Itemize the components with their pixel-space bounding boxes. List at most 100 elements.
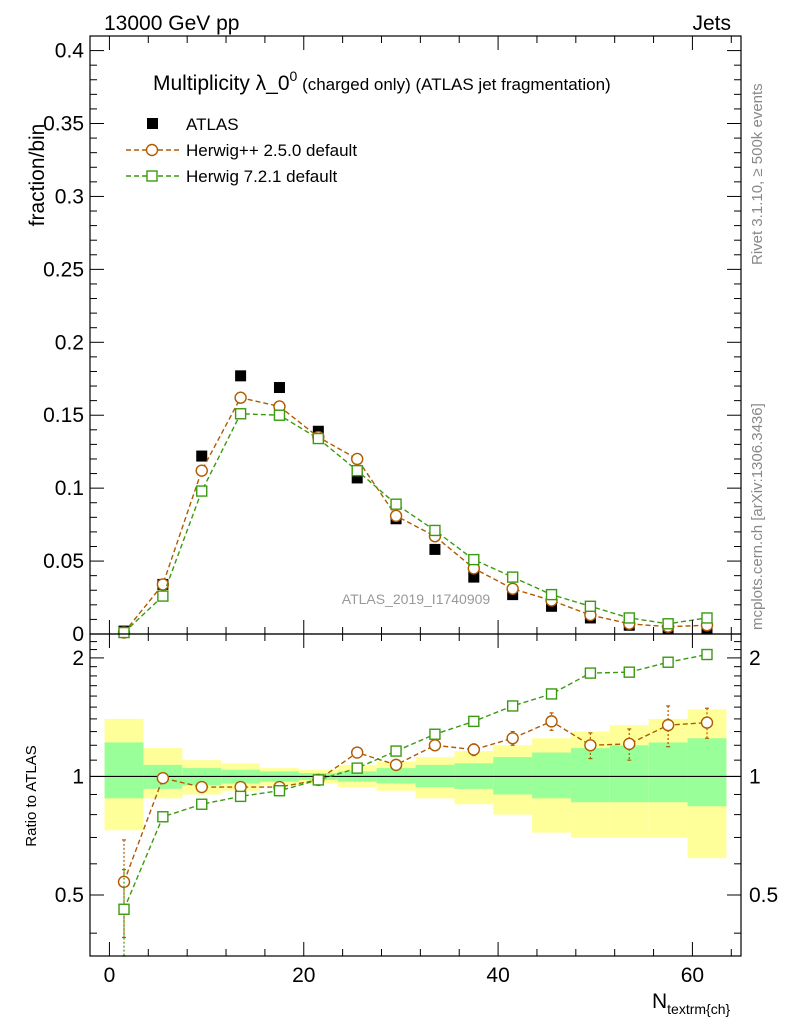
y-tick-label: 0.05 bbox=[43, 550, 84, 573]
legend-herwigpp-label: Herwig++ 2.5.0 default bbox=[186, 141, 357, 160]
ratio-herwigpp-point bbox=[584, 739, 597, 752]
ratio-series-line-1 bbox=[123, 653, 708, 910]
ratio-panel: 0 20 40 60 0.5 0.5 1 1 2 2 Ratio to ATLAS bbox=[23, 633, 778, 987]
ratio-herwigpp-point bbox=[195, 780, 208, 794]
ratio-green-band bbox=[376, 768, 416, 784]
analysis-watermark: ATLAS_2019_I1740909 bbox=[342, 591, 491, 607]
ratio-herwig7-point bbox=[701, 648, 713, 661]
y-tick-label: 0.35 bbox=[43, 113, 84, 136]
ratio-herwig7-point bbox=[390, 745, 402, 757]
legend-atlas-label: ATLAS bbox=[186, 115, 239, 134]
herwigpp-data-point bbox=[234, 391, 247, 404]
ratio-y-tick-label: 2 bbox=[72, 647, 84, 670]
ratio-series-line-0 bbox=[123, 720, 708, 883]
ratio-herwigpp-point bbox=[156, 771, 170, 785]
ratio-green-band bbox=[532, 752, 571, 799]
herwig7-data-point bbox=[390, 498, 402, 510]
herwig7-data-point bbox=[312, 432, 325, 445]
title-superscript: 0 bbox=[290, 68, 298, 84]
atlas-data-point bbox=[235, 370, 247, 382]
x-tick-label: 20 bbox=[292, 964, 315, 987]
main-series-line-2 bbox=[123, 413, 708, 634]
atlas-data-point bbox=[468, 571, 480, 583]
ratio-herwig7-point bbox=[468, 715, 480, 728]
atlas-data-point bbox=[273, 382, 285, 394]
ratio-herwigpp-point bbox=[389, 758, 403, 772]
herwig7-data-point bbox=[623, 612, 635, 624]
ratio-herwig7-point bbox=[196, 798, 208, 810]
ratio-green-band bbox=[570, 748, 610, 803]
ratio-herwig7-point bbox=[545, 688, 558, 700]
herwigpp-data-point bbox=[351, 452, 364, 466]
atlas-data-point bbox=[351, 472, 363, 484]
ratio-herwig7-point bbox=[429, 728, 441, 740]
herwig7-data-point bbox=[584, 600, 597, 612]
ratio-y-tick-label: 1 bbox=[72, 765, 84, 788]
x-tick-label: 40 bbox=[486, 964, 509, 987]
atlas-data-point bbox=[196, 450, 208, 462]
rivet-version-label: Rivet 3.1.10, ≥ 500k events bbox=[749, 83, 766, 265]
y-tick-label: 0.1 bbox=[55, 477, 84, 500]
title-rest: (charged only) (ATLAS jet fragmentation) bbox=[297, 75, 610, 94]
legend-herwig7-marker bbox=[146, 170, 158, 182]
ratio-herwigpp-point bbox=[545, 715, 558, 728]
ratio-herwig7-point bbox=[118, 903, 130, 915]
ratio-frame bbox=[89, 633, 742, 957]
ratio-herwig7-point bbox=[662, 656, 674, 668]
y-tick-label: 0.15 bbox=[43, 404, 84, 427]
ratio-axes: 0 20 40 60 0.5 0.5 1 1 2 2 bbox=[55, 634, 778, 987]
energy-label: 13000 GeV pp bbox=[104, 12, 239, 35]
legend: ATLAS Herwig++ 2.5.0 default Herwig 7.2.… bbox=[126, 115, 357, 186]
herwig7-data-point bbox=[351, 464, 363, 477]
y-tick-label: 0.4 bbox=[55, 40, 85, 63]
ratio-herwig7-point bbox=[351, 762, 363, 774]
y-tick-label: 0.25 bbox=[43, 258, 84, 281]
ratio-green-band bbox=[687, 738, 727, 807]
x-axis-label-subscript: textrm{ch} bbox=[667, 1001, 730, 1017]
x-tick-label: 0 bbox=[104, 964, 116, 987]
legend-atlas-marker bbox=[147, 118, 158, 129]
herwig7-data-point bbox=[506, 571, 519, 583]
herwig7-data-point bbox=[196, 485, 208, 497]
ratio-y-tick-label-right: 1 bbox=[749, 765, 761, 788]
ratio-green-band bbox=[493, 757, 533, 795]
y-axis-label: fraction/bin bbox=[26, 124, 49, 227]
herwigpp-data-point bbox=[389, 509, 403, 523]
ratio-herwig7-point bbox=[623, 666, 635, 678]
title-main: Multiplicity λ_0 bbox=[153, 72, 290, 95]
herwigpp-data-point bbox=[195, 464, 208, 477]
main-data-marks bbox=[117, 370, 714, 639]
herwig7-data-point bbox=[701, 612, 713, 624]
ratio-y-axis-label: Ratio to ATLAS bbox=[23, 745, 40, 846]
ratio-herwigpp-point bbox=[506, 732, 519, 745]
y-tick-label: 0.3 bbox=[55, 185, 84, 208]
ratio-herwigpp-point bbox=[661, 718, 675, 732]
ratio-herwigpp-point bbox=[623, 737, 636, 751]
herwig7-data-point bbox=[273, 409, 286, 421]
jets-label: Jets bbox=[692, 12, 731, 35]
herwig7-data-point bbox=[468, 553, 480, 566]
main-series-line-1 bbox=[123, 396, 708, 633]
main-panel: 0 0.05 0.1 0.15 0.2 0.25 0.3 0.35 0.4 fraction/b… bbox=[26, 35, 742, 646]
ratio-herwigpp-point bbox=[467, 743, 480, 756]
ratio-y-tick-label-right: 2 bbox=[749, 647, 761, 670]
ratio-green-band bbox=[104, 742, 144, 799]
atlas-data-point bbox=[429, 543, 441, 555]
ratio-y-tick-label-right: 0.5 bbox=[749, 884, 778, 907]
ratio-herwig7-point bbox=[506, 700, 519, 712]
ratio-herwig7-point bbox=[157, 811, 169, 823]
ratio-herwig7-point bbox=[273, 785, 286, 797]
ratio-herwig7-point bbox=[234, 790, 247, 803]
herwig7-data-point bbox=[157, 590, 169, 602]
herwigpp-data-point bbox=[506, 582, 519, 595]
ratio-herwig7-point bbox=[584, 667, 597, 679]
ratio-y-tick-label: 0.5 bbox=[55, 884, 84, 907]
ratio-herwigpp-point bbox=[351, 746, 364, 759]
herwigpp-data-point bbox=[156, 578, 170, 591]
herwig7-data-point bbox=[545, 588, 558, 601]
legend-herwig7-label: Herwig 7.2.1 default bbox=[186, 167, 337, 186]
x-axis-label: Ntextrm{ch} bbox=[652, 990, 731, 1017]
x-tick-label: 60 bbox=[681, 964, 704, 987]
ratio-herwigpp-point bbox=[700, 716, 714, 729]
